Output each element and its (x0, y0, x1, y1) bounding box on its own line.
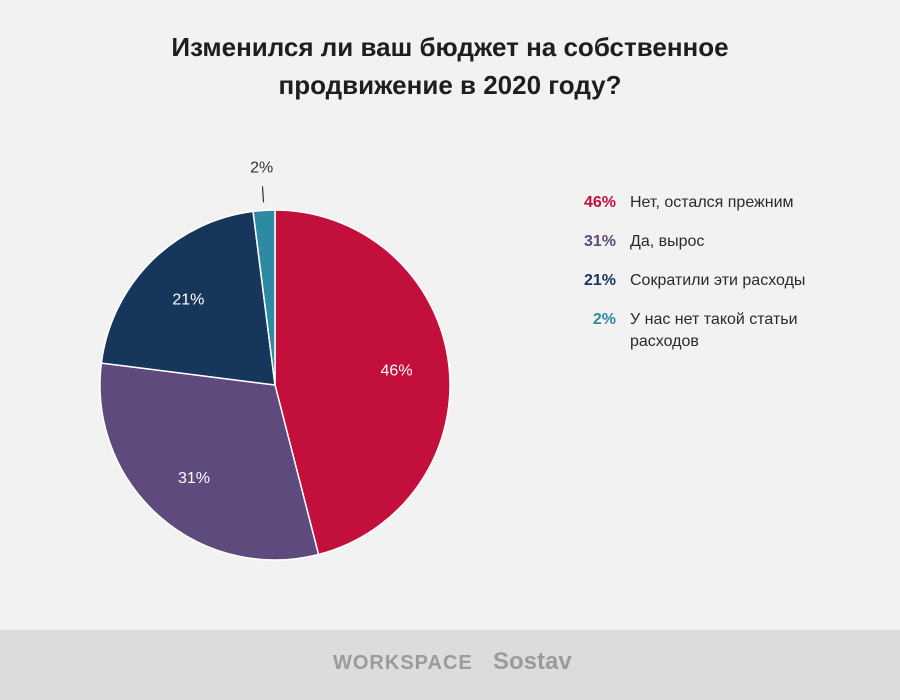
legend-value: 21% (583, 272, 616, 289)
footer: WORKSPACE Sostav (0, 630, 900, 700)
legend-item-no-budget-line: 2% У нас нет такой статьи расходов (568, 309, 888, 353)
legend-item-no-change: 46% Нет, остался прежним (568, 192, 888, 214)
slice-value-label: 2% (250, 159, 273, 176)
sostav-logo: Sostav (493, 648, 572, 675)
leader-line (261, 186, 265, 203)
slice-value-label: 21% (172, 291, 204, 308)
pie-slice (99, 362, 320, 561)
legend-value: 31% (583, 233, 616, 250)
pie-slice (100, 210, 276, 386)
legend: 46% Нет, остался прежним 31% Да, вырос 2… (568, 192, 888, 370)
legend-label: У нас нет такой статьи расходов (630, 311, 798, 350)
legend-label: Сократили эти расходы (630, 272, 806, 289)
legend-value: 46% (583, 194, 616, 211)
legend-label: Нет, остался прежним (630, 194, 794, 211)
pie-slice (274, 209, 451, 556)
slice-value-label: 46% (381, 363, 413, 380)
slice-value-label: 31% (178, 470, 210, 487)
chart-title: Изменился ли ваш бюджет на собственное п… (0, 28, 900, 104)
chart-title-line-1: Изменился ли ваш бюджет на собственное (171, 32, 729, 62)
legend-value: 2% (592, 311, 616, 328)
legend-label: Да, вырос (630, 233, 705, 250)
pie-slice (252, 209, 276, 386)
chart-title-line-2: продвижение в 2020 году? (278, 70, 622, 100)
pie-chart: 46% 31% 21% 2% (99, 159, 451, 561)
workspace-logo: WORKSPACE (333, 652, 473, 674)
legend-item-reduced: 21% Сократили эти расходы (568, 270, 888, 292)
legend-item-increased: 31% Да, вырос (568, 231, 888, 253)
